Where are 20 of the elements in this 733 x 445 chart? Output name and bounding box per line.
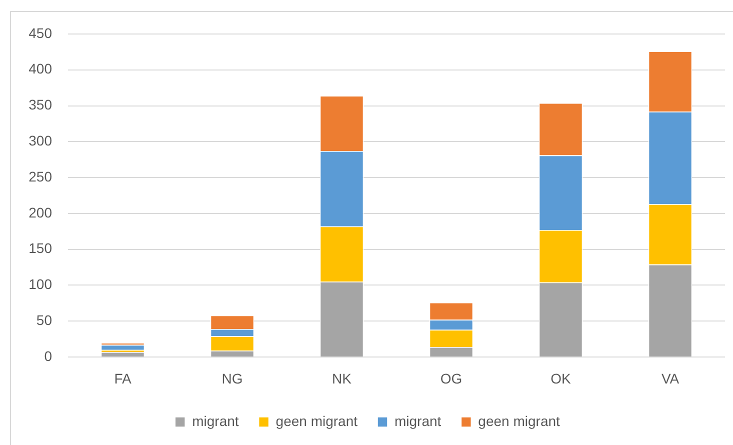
legend-label: migrant <box>192 412 239 429</box>
x-tick-label: VA <box>661 370 680 386</box>
y-tick-label: 200 <box>28 204 52 220</box>
y-tick-label: 150 <box>28 240 52 256</box>
x-tick-label: NG <box>222 370 243 386</box>
x-tick-label: FA <box>114 370 132 386</box>
y-tick-label: 350 <box>28 96 52 113</box>
legend-label: geen migrant <box>276 412 358 429</box>
y-tick-label: 250 <box>28 168 52 184</box>
legend-label: geen migrant <box>478 412 560 429</box>
y-tick-label: 0 <box>44 348 52 364</box>
y-tick-label: 400 <box>28 60 52 77</box>
y-tick-label: 100 <box>28 276 52 292</box>
legend-label: migrant <box>394 412 442 429</box>
x-tick-label: OG <box>440 370 462 386</box>
x-tick-label: OK <box>550 370 572 386</box>
y-tick-label: 450 <box>28 24 52 41</box>
x-tick-label: NK <box>332 370 352 386</box>
y-tick-label: 50 <box>36 312 52 328</box>
y-tick-label: 300 <box>28 132 52 149</box>
